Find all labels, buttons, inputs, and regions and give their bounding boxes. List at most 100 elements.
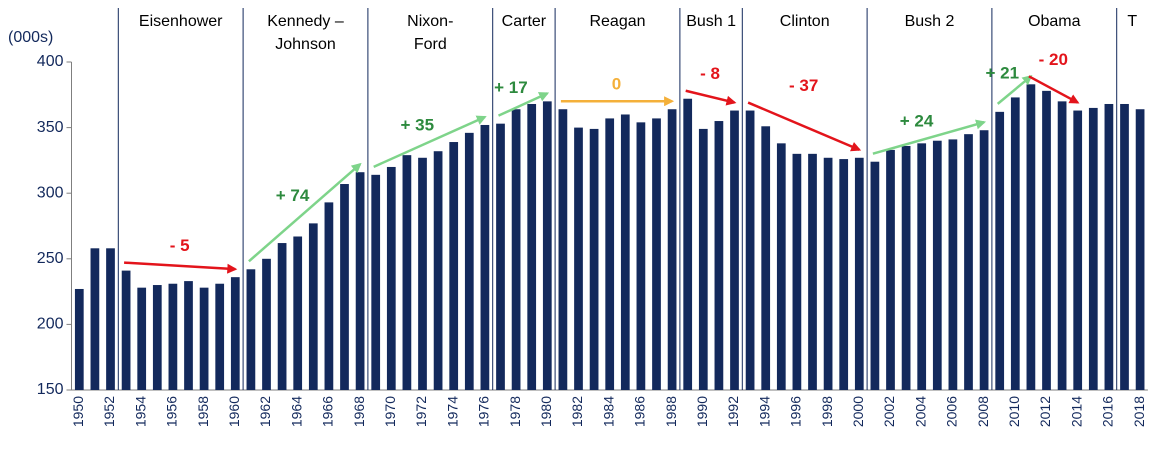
bar [714,121,724,390]
bar [90,248,100,390]
bar [698,128,708,391]
bar [511,109,521,391]
bar [433,151,443,390]
president-name: Eisenhower [139,13,223,30]
bar [480,124,490,390]
x-tick-label: 1960 [226,396,242,427]
bar [1088,107,1098,391]
bar [776,143,786,390]
bar [402,155,412,390]
bar [496,123,505,390]
x-tick-label: 1954 [132,396,148,427]
change-arrow [124,261,238,274]
change-arrow [1028,75,1080,104]
x-tick-label: 2018 [1131,396,1147,427]
bar [620,114,630,390]
bar [464,132,474,390]
bar [901,145,911,390]
change-arrow [685,89,737,106]
y-tick-label: 250 [37,250,64,267]
change-label: + 74 [276,186,310,205]
president-name: Bush 2 [905,13,955,30]
change-arrow [373,115,487,168]
change-arrow [747,101,862,152]
bar [168,283,178,390]
change-label: + 24 [900,111,934,130]
bar [854,157,864,390]
change-label: + 17 [494,78,528,97]
x-tick-label: 1966 [320,396,336,427]
y-tick-label: 150 [37,381,64,398]
x-tick-label: 1956 [164,396,180,427]
x-tick-label: 2010 [1006,396,1022,427]
bar [574,127,583,390]
bar [667,109,677,391]
y-tick-label: 350 [37,119,64,136]
bar [121,270,131,390]
bar [1073,110,1083,390]
x-tick-label: 1994 [756,396,772,427]
x-tick-label: 1950 [70,396,86,427]
x-tick-label: 2000 [850,396,866,427]
bar [542,101,552,391]
bar [293,236,303,390]
x-tick-label: 2006 [944,396,960,427]
president-name: Ford [414,36,447,53]
bar [1026,84,1036,390]
bar [418,157,427,390]
x-tick-label: 1980 [538,396,554,427]
bar [324,202,334,390]
bar [995,111,1005,390]
bar [1120,103,1129,390]
x-tick-label: 1978 [507,396,523,427]
bar [449,142,459,390]
x-tick-label: 1968 [351,396,367,427]
bar [137,287,147,390]
x-tick-label: 1986 [632,396,648,427]
change-label: - 5 [170,236,190,255]
bar [652,118,661,390]
bar [215,283,225,390]
bar [792,153,802,390]
x-tick-label: 1982 [569,396,585,427]
change-label: 0 [612,75,621,94]
x-tick-label: 1972 [413,396,429,427]
bar [870,161,880,390]
bar [808,153,817,390]
president-name: Kennedy – [267,13,344,30]
x-tick-label: 1970 [382,396,398,427]
bar [886,149,895,390]
x-tick-label: 2016 [1100,396,1116,427]
y-tick-label: 300 [37,184,64,201]
change-label: + 35 [401,115,435,134]
y-axis-label: (000s) [8,29,53,46]
president-name: Johnson [275,36,336,53]
y-tick-label: 400 [37,53,64,70]
bar [1057,101,1067,391]
president-name: Nixon- [407,13,453,30]
x-tick-label: 2002 [881,396,897,427]
bar [558,109,568,391]
bar [230,277,240,390]
president-name: T [1127,13,1137,30]
x-tick-label: 1992 [725,396,741,427]
bar [948,139,958,390]
bar [761,126,771,391]
x-tick-label: 2012 [1037,396,1053,427]
bar [979,130,989,390]
x-tick-label: 2008 [975,396,991,427]
x-tick-label: 1958 [195,396,211,427]
x-tick-label: 1952 [101,396,117,427]
bar [1042,90,1051,390]
bar [152,285,162,390]
x-tick-label: 1964 [288,396,304,427]
x-tick-label: 1974 [444,396,460,427]
change-label: - 37 [789,76,818,95]
x-tick-label: 1996 [788,396,804,427]
bar [355,172,365,390]
president-name: Clinton [780,13,830,30]
change-arrow [872,119,987,155]
change-label: - 20 [1039,50,1068,69]
